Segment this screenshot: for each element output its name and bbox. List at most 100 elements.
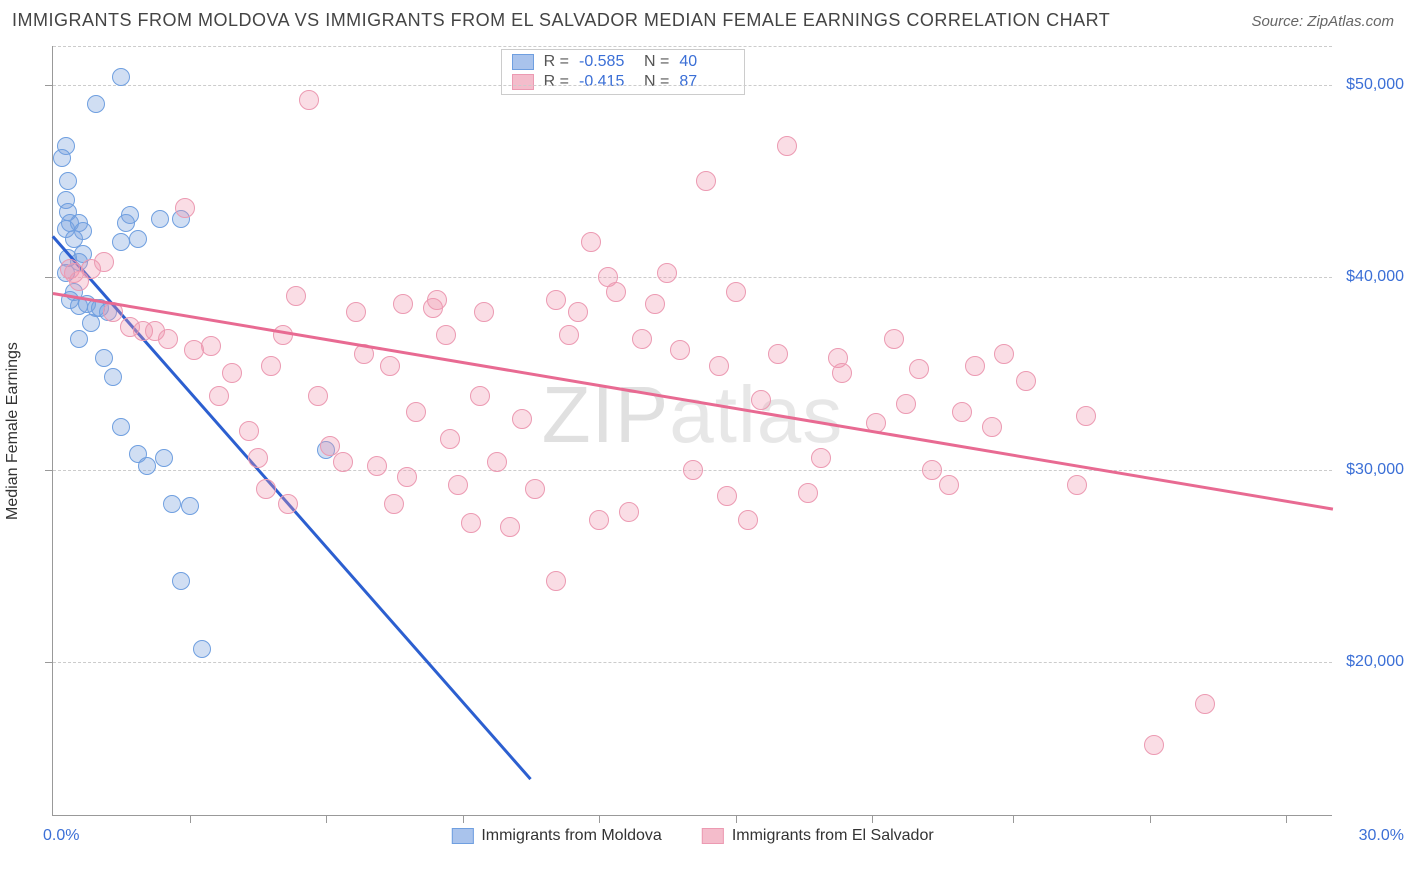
source-label: Source: ZipAtlas.com (1251, 13, 1394, 30)
data-point (896, 394, 916, 414)
data-point (308, 386, 328, 406)
gridline (53, 46, 1332, 47)
stats-row: R = -0.415N = 87 (512, 72, 735, 92)
stat-n-value: 40 (679, 53, 734, 71)
legend-label: Immigrants from Moldova (481, 827, 662, 845)
data-point (59, 172, 77, 190)
data-point (155, 449, 173, 467)
y-tick (45, 662, 53, 663)
data-point (487, 452, 507, 472)
data-point (1016, 371, 1036, 391)
data-point (709, 356, 729, 376)
data-point (278, 494, 298, 514)
data-point (952, 402, 972, 422)
data-point (367, 456, 387, 476)
data-point (104, 368, 122, 386)
data-point (440, 429, 460, 449)
data-point (397, 467, 417, 487)
x-axis-min-label: 0.0% (43, 827, 79, 845)
data-point (138, 457, 156, 475)
legend-item: Immigrants from Moldova (451, 827, 662, 845)
data-point (1076, 406, 1096, 426)
data-point (939, 475, 959, 495)
data-point (151, 210, 169, 228)
data-point (798, 483, 818, 503)
data-point (525, 479, 545, 499)
data-point (994, 344, 1014, 364)
data-point (406, 402, 426, 422)
data-point (777, 136, 797, 156)
data-point (94, 252, 114, 272)
stat-n-label: N = (644, 73, 669, 91)
data-point (248, 448, 268, 468)
legend-label: Immigrants from El Salvador (732, 827, 934, 845)
data-point (657, 263, 677, 283)
data-point (112, 233, 130, 251)
data-point (393, 294, 413, 314)
data-point (474, 302, 494, 322)
data-point (181, 497, 199, 515)
data-point (768, 344, 788, 364)
legend-swatch (512, 74, 534, 90)
data-point (683, 460, 703, 480)
data-point (606, 282, 626, 302)
x-tick (599, 815, 600, 823)
data-point (546, 571, 566, 591)
y-tick-label: $30,000 (1346, 461, 1404, 479)
y-tick-label: $20,000 (1346, 653, 1404, 671)
data-point (811, 448, 831, 468)
y-axis-title: Median Female Earnings (4, 342, 22, 520)
data-point (1067, 475, 1087, 495)
data-point (380, 356, 400, 376)
stat-r-value: -0.415 (579, 73, 634, 91)
legend-swatch (702, 828, 724, 844)
data-point (384, 494, 404, 514)
x-tick (736, 815, 737, 823)
data-point (589, 510, 609, 530)
data-point (738, 510, 758, 530)
x-tick (463, 815, 464, 823)
stat-r-label: R = (544, 53, 569, 71)
x-tick (1286, 815, 1287, 823)
data-point (1144, 735, 1164, 755)
data-point (175, 198, 195, 218)
data-point (299, 90, 319, 110)
x-axis-max-label: 30.0% (1359, 827, 1404, 845)
data-point (619, 502, 639, 522)
data-point (53, 149, 71, 167)
data-point (239, 421, 259, 441)
data-point (273, 325, 293, 345)
y-tick (45, 85, 53, 86)
data-point (645, 294, 665, 314)
data-point (261, 356, 281, 376)
data-point (982, 417, 1002, 437)
x-tick (326, 815, 327, 823)
data-point (632, 329, 652, 349)
data-point (172, 572, 190, 590)
data-point (117, 214, 135, 232)
data-point (286, 286, 306, 306)
data-point (163, 495, 181, 513)
data-point (112, 68, 130, 86)
stat-r-label: R = (544, 73, 569, 91)
data-point (209, 386, 229, 406)
stat-r-value: -0.585 (579, 53, 634, 71)
y-tick-label: $40,000 (1346, 268, 1404, 286)
data-point (333, 452, 353, 472)
chart-title: IMMIGRANTS FROM MOLDOVA VS IMMIGRANTS FR… (12, 10, 1110, 31)
x-tick (1013, 815, 1014, 823)
data-point (222, 363, 242, 383)
data-point (500, 517, 520, 537)
data-point (470, 386, 490, 406)
data-point (436, 325, 456, 345)
data-point (832, 363, 852, 383)
data-point (568, 302, 588, 322)
x-tick (190, 815, 191, 823)
y-tick (45, 470, 53, 471)
legend-item: Immigrants from El Salvador (702, 827, 934, 845)
data-point (581, 232, 601, 252)
data-point (751, 390, 771, 410)
data-point (427, 290, 447, 310)
data-point (129, 230, 147, 248)
data-point (965, 356, 985, 376)
